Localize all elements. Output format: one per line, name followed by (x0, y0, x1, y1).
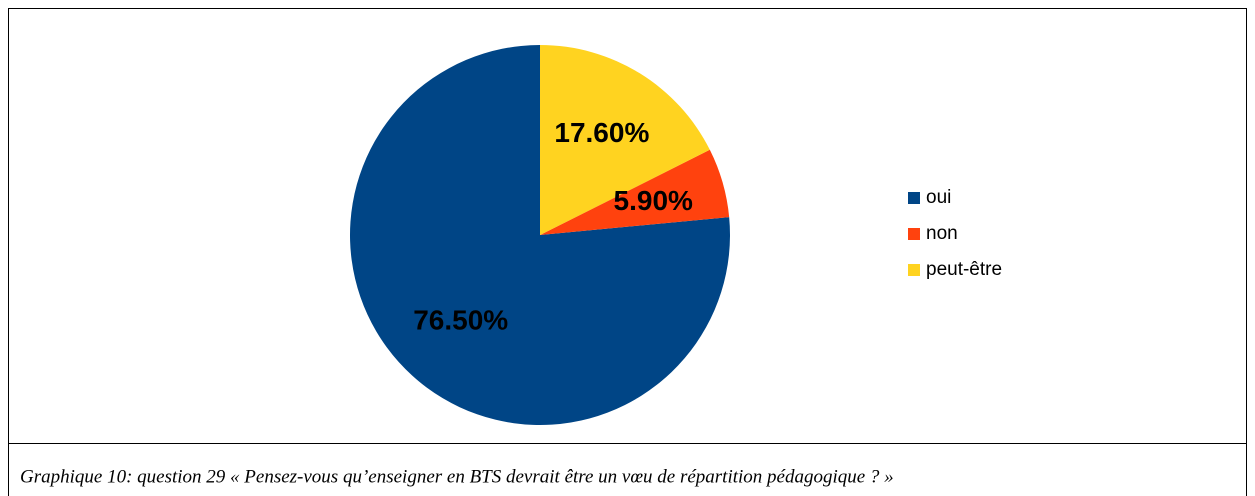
legend-label: oui (926, 187, 951, 208)
caption: Graphique 10: question 29 « Pensez-vous … (20, 466, 894, 487)
legend-swatch (908, 264, 920, 276)
legend-label: peut-être (926, 259, 1002, 280)
legend-swatch (908, 192, 920, 204)
data-label: 17.60% (554, 117, 649, 148)
data-label: 76.50% (413, 305, 508, 336)
pie-slice (540, 45, 710, 235)
data-label: 5.90% (614, 185, 693, 216)
frame (8, 8, 1247, 496)
legend-label: non (926, 223, 958, 244)
legend-swatch (908, 228, 920, 240)
pie-slice (350, 45, 730, 426)
pie-slice (540, 149, 730, 235)
